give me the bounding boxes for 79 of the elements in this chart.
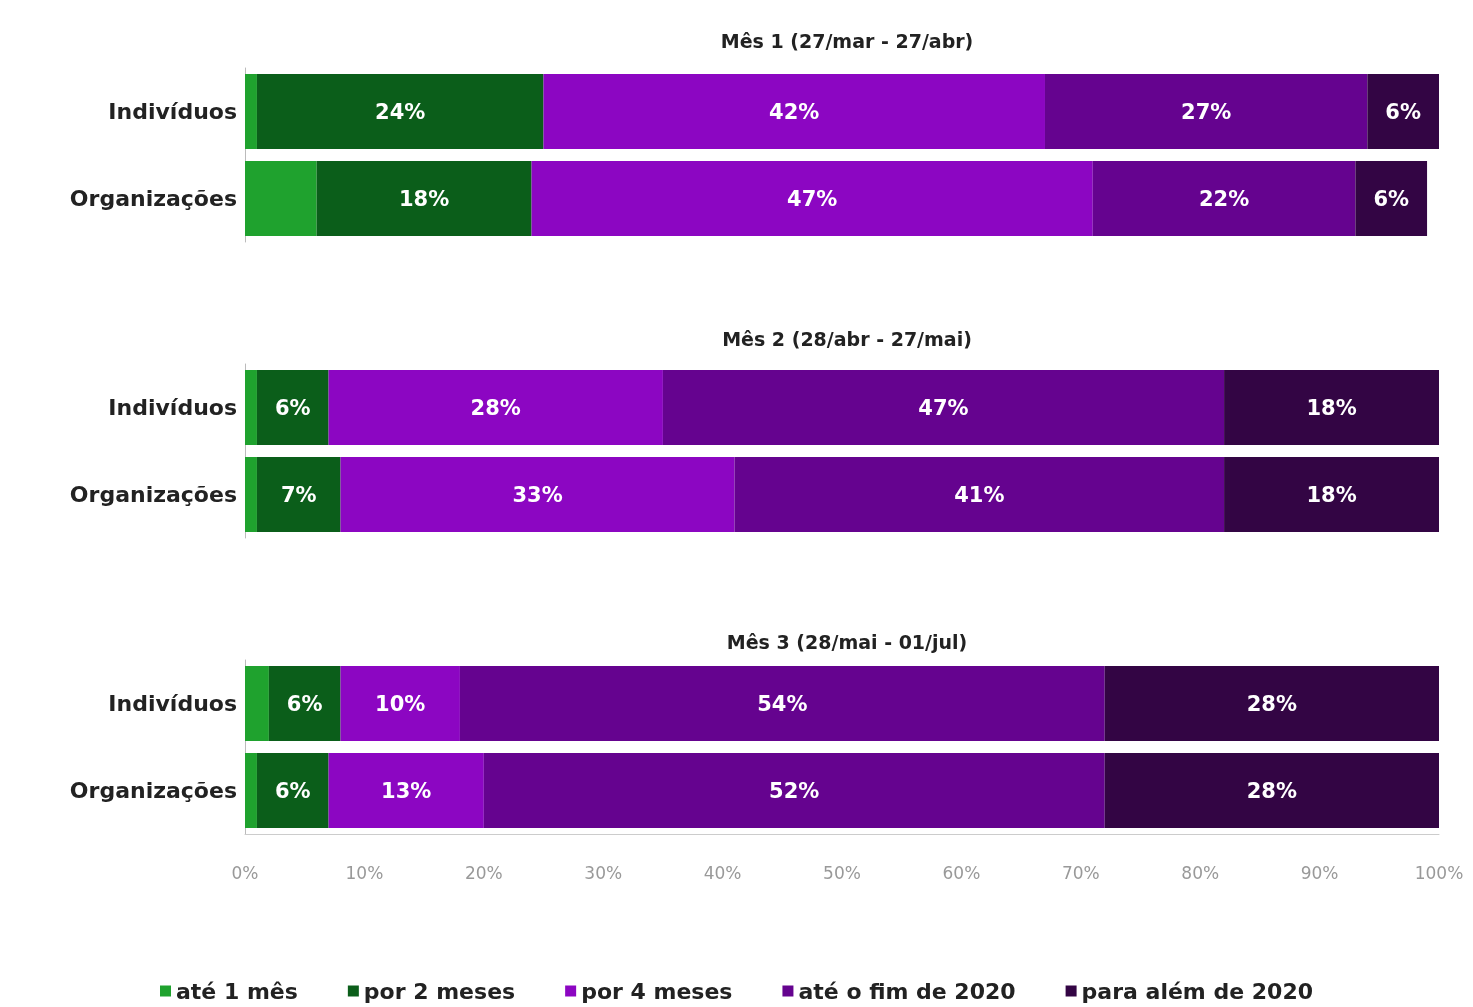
bar bbox=[268, 666, 341, 741]
bar bbox=[328, 370, 663, 445]
y-tick-label: Indivíduos bbox=[108, 395, 237, 420]
bar bbox=[1367, 74, 1439, 149]
y-tick-label: Organizações bbox=[69, 778, 237, 803]
bar bbox=[340, 666, 460, 741]
y-tick-label: Indivíduos bbox=[108, 99, 237, 124]
data-label: 6% bbox=[274, 778, 311, 803]
bar bbox=[1092, 161, 1356, 236]
data-label: 18% bbox=[1306, 482, 1357, 507]
data-label: 13% bbox=[381, 778, 432, 803]
legend-label: para além de 2020 bbox=[1081, 978, 1314, 1004]
bar bbox=[256, 74, 544, 149]
chart-title: Mês 1 (27/mar - 27/abr) bbox=[720, 29, 974, 52]
bar bbox=[328, 753, 484, 828]
bar bbox=[1044, 74, 1368, 149]
bar bbox=[662, 370, 1225, 445]
x-tick-label: 70% bbox=[1061, 862, 1100, 883]
legend-label: por 4 meses bbox=[581, 978, 733, 1004]
data-label: 42% bbox=[769, 99, 820, 124]
bar bbox=[1104, 666, 1439, 741]
chart-title: Mês 2 (28/abr - 27/mai) bbox=[722, 327, 972, 350]
bar bbox=[734, 457, 1225, 532]
data-label: 22% bbox=[1198, 186, 1250, 211]
data-label: 54% bbox=[757, 691, 808, 716]
x-tick-label: 80% bbox=[1181, 862, 1220, 883]
bar bbox=[245, 161, 317, 236]
bar bbox=[531, 161, 1093, 236]
bar bbox=[245, 457, 257, 532]
data-label: 33% bbox=[512, 482, 563, 507]
x-tick-label: 60% bbox=[942, 862, 981, 883]
bar bbox=[316, 161, 532, 236]
bar bbox=[1355, 161, 1428, 236]
data-label: 18% bbox=[398, 186, 450, 211]
bar bbox=[1224, 370, 1439, 445]
data-label: 18% bbox=[1306, 395, 1357, 420]
x-tick-label: 20% bbox=[464, 862, 503, 883]
bar bbox=[340, 457, 735, 532]
data-label: 47% bbox=[918, 395, 969, 420]
data-label: 6% bbox=[1385, 99, 1422, 124]
x-tick-label: 30% bbox=[584, 862, 623, 883]
data-label: 7% bbox=[280, 482, 317, 507]
bar bbox=[256, 753, 329, 828]
x-tick-label: 0% bbox=[231, 862, 259, 883]
data-label: 6% bbox=[274, 395, 311, 420]
y-tick-label: Organizações bbox=[69, 482, 237, 507]
legend-label: por 2 meses bbox=[363, 978, 516, 1004]
bar bbox=[459, 666, 1105, 741]
bar bbox=[256, 457, 341, 532]
data-label: 10% bbox=[375, 691, 426, 716]
bar bbox=[245, 370, 257, 445]
data-label: 6% bbox=[286, 691, 323, 716]
bar bbox=[245, 74, 257, 149]
bar bbox=[256, 370, 329, 445]
x-tick-label: 100% bbox=[1414, 862, 1464, 883]
x-tick-label: 90% bbox=[1300, 862, 1339, 883]
legend-label: até o fim de 2020 bbox=[798, 978, 1016, 1004]
data-label: 28% bbox=[1246, 778, 1297, 803]
chart-title: Mês 3 (28/mai - 01/jul) bbox=[726, 630, 968, 653]
legend-label: até 1 mês bbox=[176, 978, 298, 1004]
bar bbox=[1224, 457, 1439, 532]
bar bbox=[245, 753, 257, 828]
bar bbox=[543, 74, 1045, 149]
x-tick-label: 50% bbox=[823, 862, 861, 883]
bar bbox=[1104, 753, 1439, 828]
data-label: 41% bbox=[954, 482, 1005, 507]
y-tick-label: Organizações bbox=[69, 186, 237, 211]
x-tick-label: 40% bbox=[703, 862, 742, 883]
data-label: 28% bbox=[1246, 691, 1297, 716]
y-tick-label: Indivíduos bbox=[108, 691, 237, 716]
data-label: 6% bbox=[1373, 186, 1410, 211]
bar bbox=[245, 666, 269, 741]
data-label: 27% bbox=[1181, 99, 1232, 124]
x-tick-label: 10% bbox=[345, 862, 384, 883]
data-label: 24% bbox=[375, 99, 426, 124]
data-label: 47% bbox=[787, 186, 838, 211]
bar bbox=[483, 753, 1105, 828]
data-label: 28% bbox=[470, 395, 521, 420]
data-label: 52% bbox=[769, 778, 820, 803]
